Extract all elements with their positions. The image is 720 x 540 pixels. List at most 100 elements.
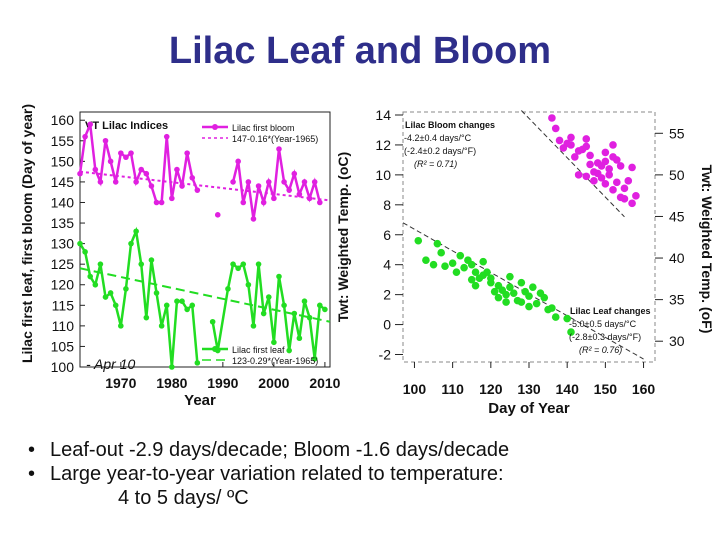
data-point xyxy=(414,236,423,245)
data-point xyxy=(128,150,134,156)
stats-title: Lilac Bloom changes xyxy=(405,120,495,130)
data-point xyxy=(194,360,201,366)
y-tick-label-left: 8 xyxy=(383,197,391,213)
data-point xyxy=(82,249,88,255)
data-point xyxy=(460,263,468,272)
legend-fit-label: 147-0.16*(Year-1965) xyxy=(232,134,318,144)
data-point xyxy=(235,158,241,165)
lilac-indices-chart: 100 105 110 115 120 125 130 135 140 145 150 155 160 1… xyxy=(19,104,341,409)
stats-r2: (R² = 0.71) xyxy=(414,159,457,169)
y-tick-label: 115 xyxy=(52,297,75,313)
data-point xyxy=(490,287,499,296)
data-point xyxy=(441,262,449,270)
data-point xyxy=(245,281,252,288)
data-point xyxy=(153,199,160,206)
y-tick-label: 150 xyxy=(51,153,75,169)
data-point xyxy=(609,186,617,194)
stats-slope-c: -4.2±0.4 days/°C xyxy=(404,133,472,143)
data-point xyxy=(265,294,272,300)
y-tick-label: 135 xyxy=(51,215,75,231)
data-point xyxy=(286,347,292,354)
temperature-scatter-chart: -2 0 2 4 6 8 10 12 14 30 35 40 45 50 55 100 110 120 130 140… xyxy=(335,107,715,417)
plot-frame xyxy=(79,111,331,368)
data-point xyxy=(296,191,303,198)
x-axis-label: Year xyxy=(184,392,216,409)
data-point xyxy=(245,179,252,185)
y-tick-label: 145 xyxy=(51,174,75,190)
data-point xyxy=(97,261,104,267)
data-point xyxy=(620,184,629,193)
data-point xyxy=(143,170,150,177)
plot-frame xyxy=(402,111,656,363)
data-point xyxy=(311,355,318,362)
y-tick-label-left: 10 xyxy=(375,167,391,183)
data-point xyxy=(632,192,640,200)
data-point xyxy=(179,183,185,189)
data-point xyxy=(582,135,591,143)
series-line xyxy=(78,226,199,368)
data-point xyxy=(316,302,323,309)
data-point xyxy=(260,310,267,317)
data-point xyxy=(214,212,221,218)
y-axis-label-left: Twt: Weighted Temp. (oC) xyxy=(335,152,351,322)
trend-line xyxy=(521,110,625,218)
data-point xyxy=(582,172,591,181)
data-point xyxy=(235,265,241,272)
x-tick-label: 100 xyxy=(403,381,427,397)
chart-title: VT Lilac Indices xyxy=(85,120,168,132)
data-point xyxy=(605,165,613,173)
y-tick-label-right: 45 xyxy=(669,208,685,224)
y-tick-label-left: 2 xyxy=(383,287,391,303)
data-point xyxy=(169,195,175,202)
data-point xyxy=(291,310,298,317)
data-point xyxy=(429,260,438,269)
data-point xyxy=(532,299,541,308)
x-tick-label: 1990 xyxy=(207,375,238,391)
data-point xyxy=(158,199,165,206)
data-point xyxy=(143,314,150,321)
data-point xyxy=(112,179,119,185)
data-point xyxy=(194,187,201,193)
x-tick-label: 130 xyxy=(517,381,541,397)
legend-marker xyxy=(212,346,218,352)
data-point xyxy=(118,150,124,156)
data-point xyxy=(605,171,613,179)
x-tick-label: 2000 xyxy=(258,375,289,391)
data-point xyxy=(179,298,185,304)
data-point xyxy=(77,170,83,177)
y-tick-label-right: 30 xyxy=(669,333,685,349)
data-point xyxy=(586,151,594,160)
data-point xyxy=(87,273,94,280)
data-point xyxy=(301,179,308,185)
data-point xyxy=(97,179,104,185)
stats-slope-c: -5.0±0.5 days/°C xyxy=(569,319,637,329)
data-point xyxy=(502,298,510,306)
series-line xyxy=(78,123,199,204)
stats-slope-f: (-2.4±0.2 days/°F) xyxy=(404,146,476,156)
bullet-text: Leaf-out -2.9 days/decade; Bloom -1.6 da… xyxy=(50,439,510,461)
y-axis-label-right: Twt: Weighted Temp. (oF) xyxy=(699,165,715,334)
y-tick-label: 140 xyxy=(51,194,75,210)
trend-line xyxy=(79,267,331,323)
data-point xyxy=(107,158,114,165)
data-point xyxy=(590,177,598,185)
data-point xyxy=(452,268,461,276)
data-point xyxy=(316,199,323,206)
data-point xyxy=(613,178,621,187)
data-point xyxy=(609,141,617,149)
data-point xyxy=(601,157,610,166)
data-point xyxy=(616,162,625,170)
data-point xyxy=(548,304,556,312)
data-point xyxy=(433,239,442,248)
data-point xyxy=(613,156,621,164)
data-point xyxy=(276,273,282,280)
y-tick-label-right: 40 xyxy=(669,250,685,266)
data-point xyxy=(567,133,575,142)
y-tick-label: 155 xyxy=(51,133,75,149)
data-point xyxy=(255,261,262,267)
data-point xyxy=(448,259,457,267)
data-point xyxy=(551,313,560,321)
data-point xyxy=(230,179,236,185)
data-point xyxy=(240,261,247,267)
